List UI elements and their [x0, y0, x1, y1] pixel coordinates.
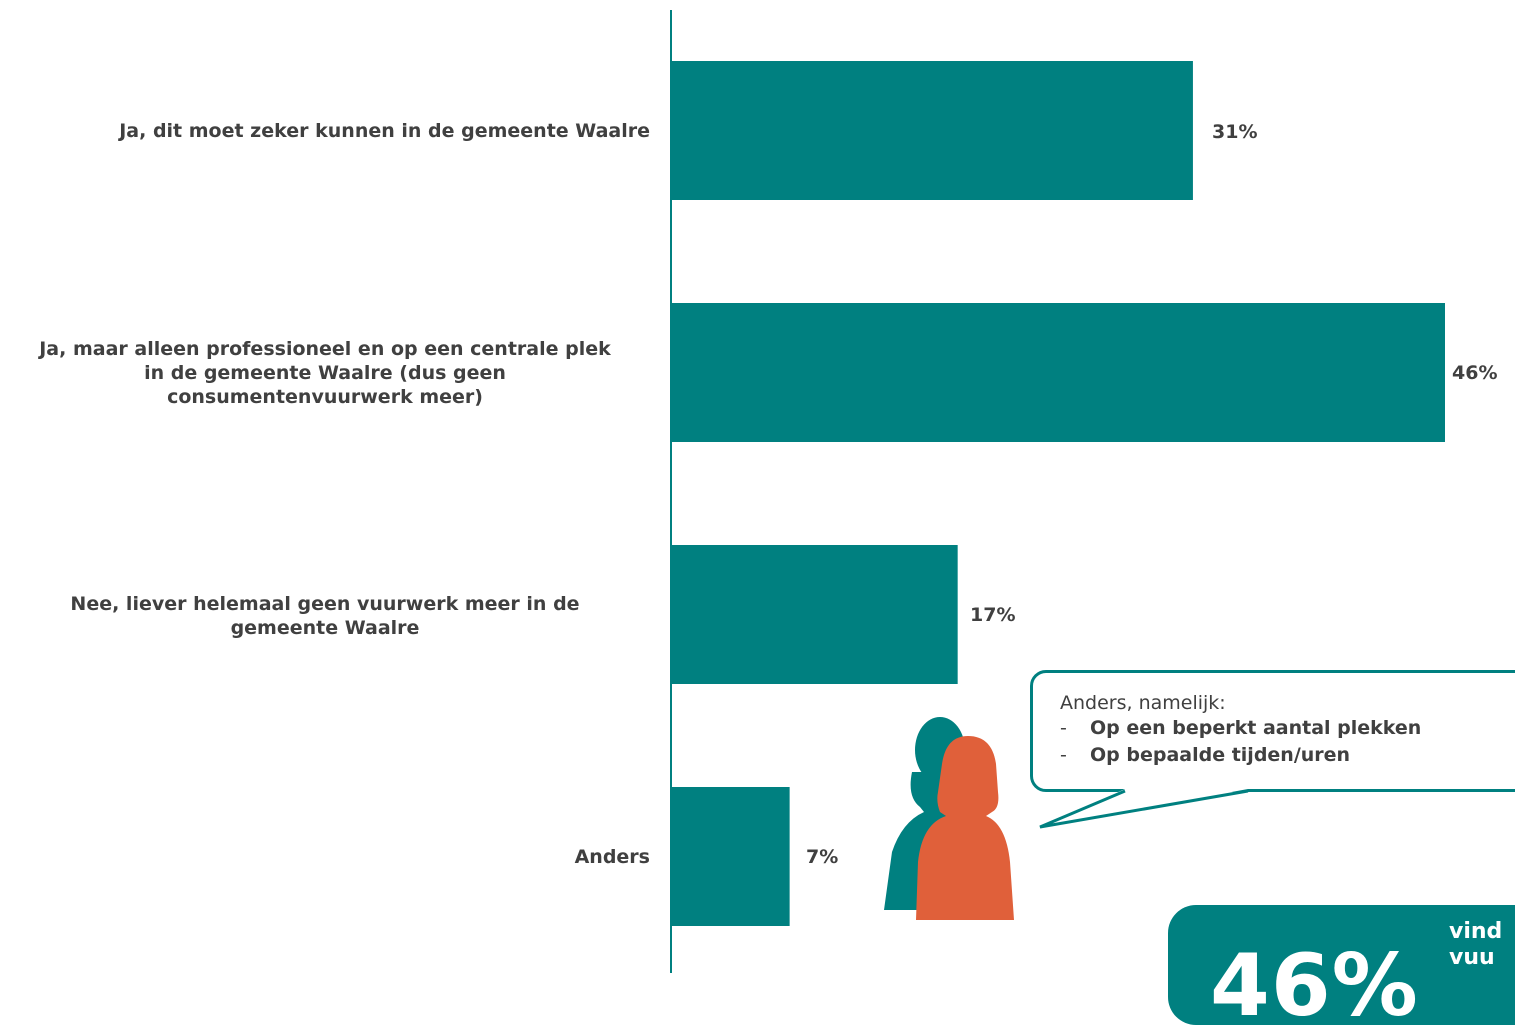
callout-item: - Op een beperkt aantal plekken [1060, 715, 1515, 742]
list-dash: - [1060, 717, 1067, 739]
bar [672, 303, 1445, 442]
callout-title: Anders, namelijk: [1060, 692, 1226, 714]
bar [672, 787, 790, 926]
people-icon [884, 717, 1014, 920]
value-label: 46% [1452, 362, 1498, 384]
highlight-box: 46% vind vuu [1168, 905, 1515, 1025]
bar [672, 61, 1193, 200]
callout-box: Anders, namelijk: - Op een beperkt aantal… [1030, 670, 1515, 792]
category-label: Anders [574, 846, 650, 868]
highlight-value: 46% [1210, 936, 1419, 1025]
list-dash: - [1060, 744, 1067, 766]
bar-chart [670, 10, 1445, 973]
value-label: 31% [1212, 121, 1258, 143]
person-front-icon [916, 736, 1014, 920]
value-label: 7% [806, 846, 839, 868]
callout-item: - Op bepaalde tijden/uren [1060, 742, 1515, 769]
bar [672, 545, 958, 684]
category-label: Ja, dit moet zeker kunnen in de gemeente… [119, 120, 650, 142]
highlight-text: vind vuu [1449, 919, 1503, 970]
category-label: Nee, liever helemaal geen vuurwerk meer … [70, 593, 580, 639]
value-label: 17% [970, 604, 1016, 626]
category-label: Ja, maar alleen professioneel en op een … [39, 338, 611, 408]
